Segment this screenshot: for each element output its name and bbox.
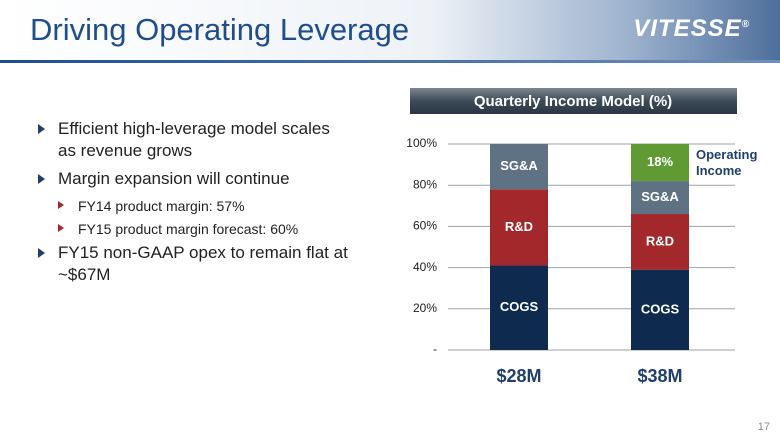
header-band xyxy=(0,0,780,60)
segment-label: R&D xyxy=(505,219,533,234)
y-tick-label: 20% xyxy=(413,301,437,315)
segment-label: SG&A xyxy=(500,158,538,173)
bullet: Margin expansion will continue xyxy=(38,168,348,190)
header-rule xyxy=(0,60,780,63)
chart-title: Quarterly Income Model (%) xyxy=(474,93,672,110)
data-label: 18% xyxy=(647,154,673,169)
bar-segment xyxy=(490,265,548,350)
bar-segment xyxy=(490,144,548,190)
logo-text: VITESSE xyxy=(633,15,742,42)
y-tick-label: - xyxy=(433,342,437,356)
segment-label: R&D xyxy=(646,233,674,248)
segment-label: COGS xyxy=(500,299,539,314)
sub-bullet: FY14 product margin: 57% xyxy=(58,196,368,216)
y-tick-label: 40% xyxy=(413,260,437,274)
segment-label: SG&A xyxy=(641,189,679,204)
bar-segment xyxy=(490,189,548,266)
y-tick-label: 100% xyxy=(406,136,437,150)
slide-title: Driving Operating Leverage xyxy=(30,12,410,47)
legend-label: Operating Income xyxy=(696,147,758,178)
segment-label: COGS xyxy=(641,301,680,316)
y-tick-label: 60% xyxy=(413,219,437,233)
sub-bullet: FY15 product margin forecast: 60% xyxy=(58,219,368,239)
page-number: 17 xyxy=(757,421,770,433)
bar-segment xyxy=(631,144,689,182)
logo-mark: ® xyxy=(741,19,750,30)
bar-segment xyxy=(631,269,689,350)
x-tick-label: $38M xyxy=(637,366,682,386)
bullet: Efficient high-leverage model scales as … xyxy=(38,118,348,162)
chart-title-banner xyxy=(410,88,737,114)
y-tick-label: 80% xyxy=(413,177,437,191)
bullet-list: Efficient high-leverage model scales as … xyxy=(38,118,368,292)
logo: VITESSE® xyxy=(633,15,750,43)
bullet: FY15 non-GAAP opex to remain flat at ~$6… xyxy=(38,242,398,286)
bar-segment xyxy=(631,181,689,215)
bar-segment xyxy=(631,214,689,270)
x-tick-label: $28M xyxy=(496,366,541,386)
